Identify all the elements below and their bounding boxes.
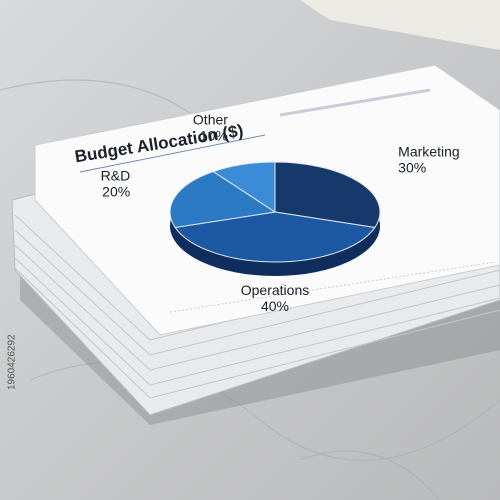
header-text-lines — [279, 88, 431, 117]
slice-value-label: 30% — [398, 159, 426, 175]
slice-label: Marketing — [398, 143, 459, 159]
footer-rule — [169, 261, 496, 313]
window-light — [300, 0, 500, 50]
pie-slice — [174, 211, 376, 263]
slice-label: R&D — [101, 168, 131, 184]
pie — [169, 161, 381, 263]
watermark-id: 1960426292 — [7, 334, 18, 390]
slice-value-label: 40% — [261, 298, 289, 314]
slice-label: Other — [193, 111, 228, 127]
title-rule — [79, 134, 266, 173]
slice-value-label: 20% — [102, 184, 130, 200]
pie-slice — [274, 161, 381, 228]
slice-label: Operations — [241, 282, 309, 298]
slice-value-label: 10% — [200, 127, 228, 143]
pie-slice — [169, 170, 277, 228]
pie-slice — [212, 161, 276, 213]
